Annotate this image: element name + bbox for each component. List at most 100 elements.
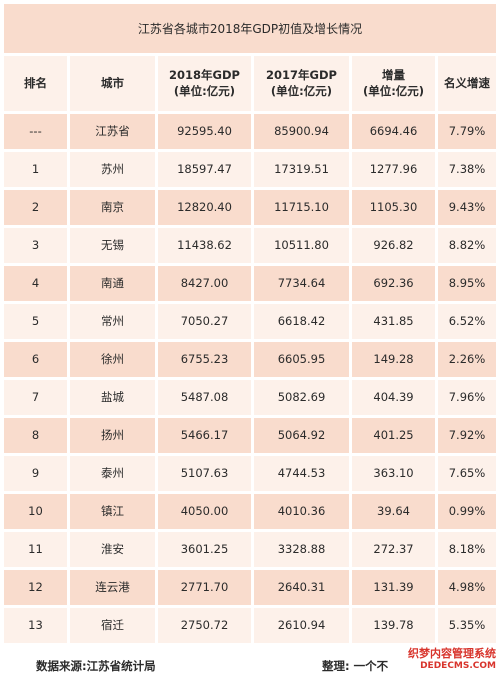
cell-gdp-2017: 5082.69: [254, 380, 352, 415]
table-body: --- 江苏省 92595.40 85900.94 6694.46 7.79% 1 苏州 185…: [4, 114, 496, 646]
header-city: 城市: [70, 56, 158, 111]
cell-rank: 2: [4, 190, 70, 225]
table-row: 5 常州 7050.27 6618.42 431.85 6.52%: [4, 304, 496, 342]
cell-gdp-2017: 2640.31: [254, 570, 352, 605]
cell-city: 常州: [70, 304, 158, 339]
cell-growth-rate: 7.79%: [448, 123, 486, 138]
cell-gdp-2018: 5107.63: [158, 456, 254, 491]
cell-increase: 363.10: [352, 456, 438, 491]
cell-city: 徐州: [70, 342, 158, 377]
cell-growth-rate: 7.92%: [448, 427, 486, 442]
cell-growth-rate: 4.98%: [448, 579, 486, 594]
cell-rank: 1: [4, 152, 70, 187]
cell-growth-rate: 0.99%: [448, 503, 486, 518]
cell-city: 江苏省: [70, 114, 158, 149]
table-row: 11 淮安 3601.25 3328.88 272.37 8.18%: [4, 532, 496, 570]
cell-increase: 272.37: [352, 532, 438, 567]
table-row: 3 无锡 11438.62 10511.80 926.82 8.82%: [4, 228, 496, 266]
header-increase-unit: (单位:亿元): [362, 83, 425, 98]
footer: 数据来源:江苏省统计局 整理: 一个不: [0, 654, 500, 679]
cell-growth-rate: 5.35%: [448, 617, 486, 632]
table-row: 6 徐州 6755.23 6605.95 149.28 2.26%: [4, 342, 496, 380]
cell-gdp-2018: 2771.70: [158, 570, 254, 605]
header-rank: 排名: [4, 56, 70, 111]
gdp-table: 江苏省各城市2018年GDP初值及增长情况 排名 城市 2018年GDP (单位…: [4, 4, 496, 654]
watermark: 织梦内容管理系统 DEDECMS.COM: [388, 640, 496, 676]
cell-gdp-2018: 92595.40: [158, 114, 254, 149]
cell-increase: 431.85: [352, 304, 438, 339]
cell-gdp-2018: 18597.47: [158, 152, 254, 187]
cell-city: 扬州: [70, 418, 158, 453]
cell-increase: 401.25: [352, 418, 438, 453]
editor-note: 整理: 一个不: [322, 659, 389, 673]
table-row: 1 苏州 18597.47 17319.51 1277.96 7.38%: [4, 152, 496, 190]
cell-growth-rate: 7.96%: [448, 389, 486, 404]
cell-gdp-2018: 8427.00: [158, 266, 254, 301]
cell-gdp-2017: 6618.42: [254, 304, 352, 339]
cell-gdp-2017: 10511.80: [254, 228, 352, 263]
table-row: 8 扬州 5466.17 5064.92 401.25 7.92%: [4, 418, 496, 456]
cell-gdp-2018: 5487.08: [158, 380, 254, 415]
cell-growth-rate: 9.43%: [448, 199, 486, 214]
header-increase: 增量 (单位:亿元): [352, 56, 438, 111]
cell-increase: 39.64: [352, 494, 438, 529]
cell-city: 无锡: [70, 228, 158, 263]
cell-city: 苏州: [70, 152, 158, 187]
table-title: 江苏省各城市2018年GDP初值及增长情况: [4, 4, 496, 56]
cell-city: 南京: [70, 190, 158, 225]
cell-city: 泰州: [70, 456, 158, 491]
cell-increase: 404.39: [352, 380, 438, 415]
cell-increase: 139.78: [352, 608, 438, 643]
cell-gdp-2017: 6605.95: [254, 342, 352, 377]
cell-growth-rate: 8.18%: [448, 541, 486, 556]
table-header-row: 排名 城市 2018年GDP (单位:亿元) 2017年GDP (单位:亿元) …: [4, 56, 496, 114]
cell-city: 宿迁: [70, 608, 158, 643]
cell-rank: 11: [4, 532, 70, 567]
cell-increase: 1105.30: [352, 190, 438, 225]
cell-increase: 149.28: [352, 342, 438, 377]
cell-increase: 1277.96: [352, 152, 438, 187]
table-row: 9 泰州 5107.63 4744.53 363.10 7.65%: [4, 456, 496, 494]
cell-gdp-2018: 11438.62: [158, 228, 254, 263]
table-row: 4 南通 8427.00 7734.64 692.36 8.95%: [4, 266, 496, 304]
table-row: 12 连云港 2771.70 2640.31 131.39 4.98%: [4, 570, 496, 608]
cell-gdp-2018: 2750.72: [158, 608, 254, 643]
cell-increase: 926.82: [352, 228, 438, 263]
cell-city: 南通: [70, 266, 158, 301]
cell-gdp-2017: 5064.92: [254, 418, 352, 453]
header-gdp-2017-label: 2017年GDP: [266, 67, 337, 82]
cell-rank: 6: [4, 342, 70, 377]
cell-gdp-2018: 12820.40: [158, 190, 254, 225]
header-gdp-2018-label: 2018年GDP: [169, 67, 240, 82]
cell-gdp-2018: 6755.23: [158, 342, 254, 377]
cell-rank: 4: [4, 266, 70, 301]
cell-gdp-2018: 3601.25: [158, 532, 254, 567]
cell-rank: 3: [4, 228, 70, 263]
cell-growth-rate: 8.82%: [448, 237, 486, 252]
cell-rank: 8: [4, 418, 70, 453]
cell-rank: 12: [4, 570, 70, 605]
cell-city: 连云港: [70, 570, 158, 605]
cell-gdp-2017: 7734.64: [254, 266, 352, 301]
header-growth-rate: 名义增速: [444, 75, 490, 90]
cell-rank: 7: [4, 380, 70, 415]
cell-city: 淮安: [70, 532, 158, 567]
cell-increase: 131.39: [352, 570, 438, 605]
cell-city: 镇江: [70, 494, 158, 529]
cell-growth-rate: 8.95%: [448, 275, 486, 290]
cell-gdp-2018: 4050.00: [158, 494, 254, 529]
cell-rank: 9: [4, 456, 70, 491]
cell-rank: 10: [4, 494, 70, 529]
cell-increase: 692.36: [352, 266, 438, 301]
table-row: --- 江苏省 92595.40 85900.94 6694.46 7.79%: [4, 114, 496, 152]
cell-gdp-2017: 17319.51: [254, 152, 352, 187]
header-gdp-2018-unit: (单位:亿元): [173, 83, 236, 98]
table-row: 10 镇江 4050.00 4010.36 39.64 0.99%: [4, 494, 496, 532]
table-row: 2 南京 12820.40 11715.10 1105.30 9.43%: [4, 190, 496, 228]
cell-gdp-2017: 4744.53: [254, 456, 352, 491]
cell-gdp-2017: 4010.36: [254, 494, 352, 529]
watermark-domain: DEDECMS.COM: [420, 661, 496, 671]
header-gdp-2017: 2017年GDP (单位:亿元): [254, 56, 352, 111]
cell-increase: 6694.46: [352, 114, 438, 149]
